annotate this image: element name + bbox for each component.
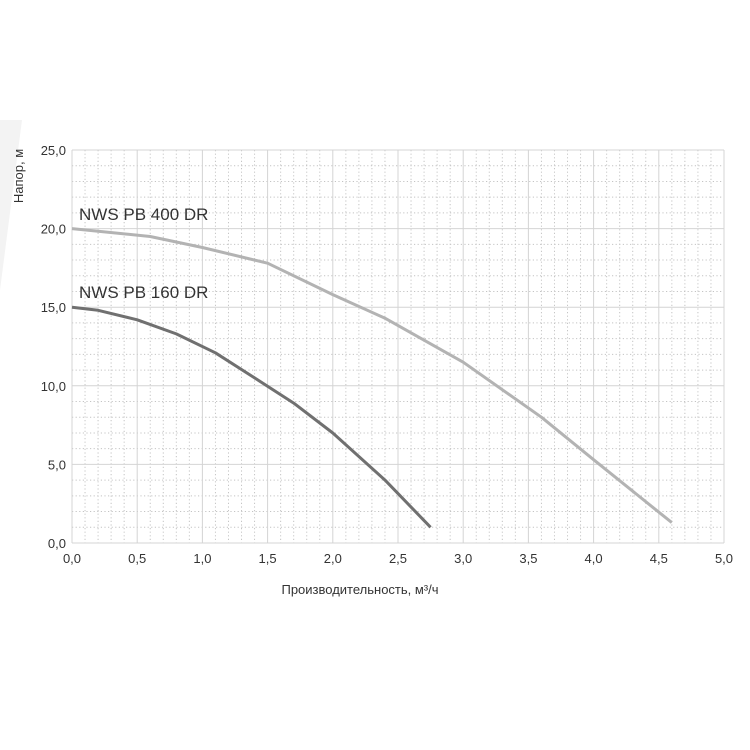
series-line-nws-pb-400-dr: [71, 227, 673, 524]
minor-grid: [72, 150, 724, 543]
y-tick-label: 25,0: [41, 143, 66, 158]
series-label-nws-pb-400-dr: NWS PB 400 DR: [79, 205, 208, 224]
y-tick-label: 5,0: [48, 457, 66, 472]
x-tick-label: 2,0: [324, 551, 342, 566]
x-tick-label: 2,5: [389, 551, 407, 566]
x-tick-label: 1,0: [193, 551, 211, 566]
x-tick-label: 5,0: [715, 551, 733, 566]
x-tick-label: 1,5: [259, 551, 277, 566]
x-tick-labels: 0,0 0,5 1,0 1,5 2,0 2,5 3,0 3,5 4,0 4,5 5,0: [63, 551, 733, 566]
y-tick-label: 15,0: [41, 300, 66, 315]
y-axis-title: Напор, м: [11, 149, 26, 203]
background-shade: [0, 120, 22, 290]
x-tick-label: 3,0: [454, 551, 472, 566]
major-grid: [71, 149, 725, 544]
y-tick-label: 20,0: [41, 222, 66, 237]
x-tick-label: 0,0: [63, 551, 81, 566]
x-tick-label: 0,5: [128, 551, 146, 566]
y-tick-label: 0,0: [48, 536, 66, 551]
series-label-nws-pb-160-dr: NWS PB 160 DR: [79, 283, 208, 302]
y-tick-label: 10,0: [41, 379, 66, 394]
series-line-nws-pb-160-dr: [71, 305, 432, 529]
x-tick-label: 4,5: [650, 551, 668, 566]
x-tick-label: 4,0: [585, 551, 603, 566]
x-tick-label: 3,5: [519, 551, 537, 566]
series-lines: [71, 227, 673, 529]
x-axis-title: Производительность, м³/ч: [281, 582, 438, 597]
y-tick-labels: 0,0 5,0 10,0 15,0 20,0 25,0: [41, 143, 66, 551]
